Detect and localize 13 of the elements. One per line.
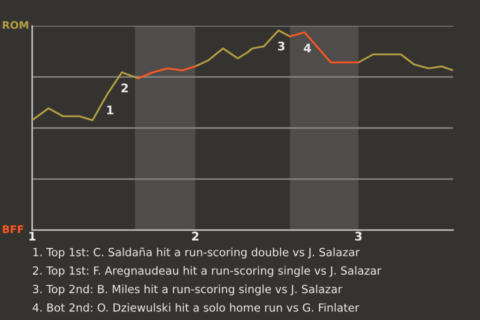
text: 4. Bot 2nd: O. Dziewulski hit a solo home run vs G. Finlater	[32, 303, 360, 312]
annotation: 2	[122, 84, 128, 92]
x-tick-label: 3	[355, 232, 362, 241]
x-tick-label: 2	[192, 232, 198, 240]
text: ROM	[2, 21, 28, 29]
text: BFF	[2, 225, 24, 233]
annotation: 3	[278, 42, 284, 51]
text: 3. Top 2nd: B. Miles hit a run-scoring single vs J. Salazar	[33, 284, 342, 296]
text: 2. Top 1st: F. Aregnaudeau hit a run-scoring single vs J. Salazar	[32, 266, 382, 277]
annotation: 4	[304, 44, 311, 52]
text: 1. Top 1st: C. Saldaña hit a run-scoring double vs J. Salazar	[33, 248, 360, 258]
x-tick-label: 1	[29, 232, 36, 240]
annotation: 1	[107, 106, 114, 114]
